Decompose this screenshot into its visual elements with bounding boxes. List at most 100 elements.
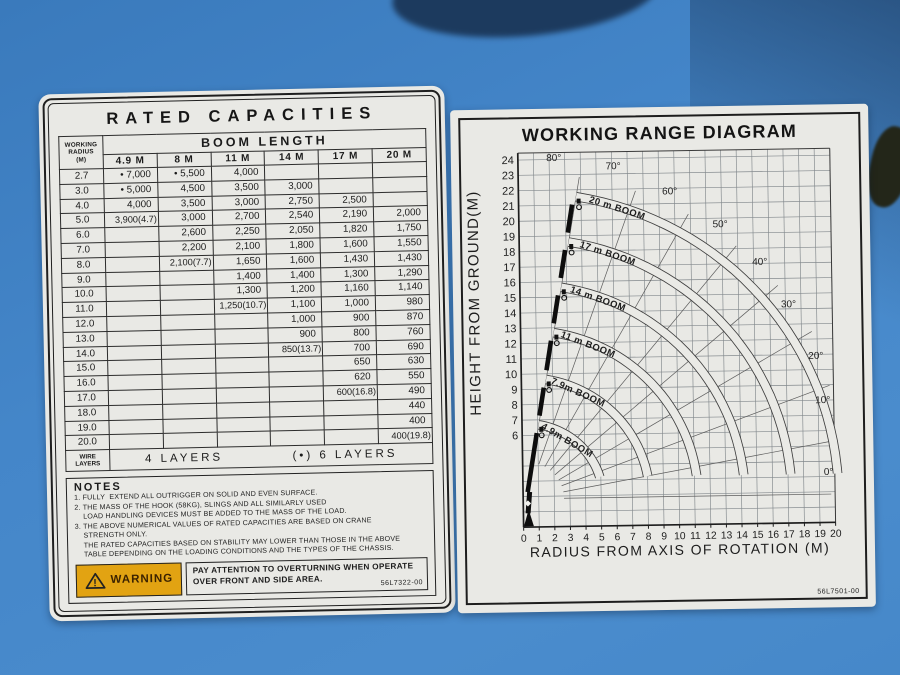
capacity-cell: 4,000: [211, 165, 266, 182]
capacity-cell: 650: [322, 355, 378, 371]
y-tick-label: 23: [502, 170, 514, 182]
y-tick-label: 17: [503, 262, 515, 274]
hook-block: [554, 334, 559, 340]
y-tick-label: 21: [502, 201, 514, 213]
capacity-cell: 4,000: [104, 197, 159, 213]
capacity-cell: [214, 312, 269, 329]
grid-line-h: [519, 246, 832, 253]
capacity-cell: 690: [376, 339, 431, 356]
svg-text:!: !: [93, 578, 98, 589]
radius-cell: 11.0: [62, 301, 107, 318]
angle-label: 50°: [712, 219, 727, 230]
radius-cell: 2.7: [59, 168, 104, 185]
hook-ring: [568, 249, 575, 256]
capacity-cell: [105, 256, 160, 273]
placard-inner-border: RATED CAPACITIES WORKING RADIUS (M) BOOM…: [47, 94, 447, 613]
notes-box: NOTES 1. FULLY EXTEND ALL OUTRIGGER ON S…: [65, 470, 437, 604]
y-tick-label: 12: [504, 338, 516, 350]
capacity-cell: [270, 400, 325, 417]
capacity-cell: [216, 401, 271, 418]
wire-layers-four: 4 LAYERS: [144, 451, 224, 466]
capacity-cell: 400: [377, 413, 433, 429]
notes-lines: 1. FULLY EXTEND ALL OUTRIGGER ON SOLID A…: [74, 486, 427, 560]
boom-arc-inner-edge: [575, 200, 834, 474]
capacity-cell: • 5,500: [157, 166, 212, 183]
radius-cell: 8.0: [61, 257, 106, 274]
wire-layers-six: (•) 6 LAYERS: [292, 447, 398, 463]
angle-label: 60°: [662, 186, 677, 197]
x-tick-label: 5: [599, 532, 605, 543]
capacity-cell: [160, 299, 215, 316]
capacity-cell: 1,400: [267, 267, 322, 284]
warning-text-box: PAY ATTENTION TO OVERTURNING WHEN OPERAT…: [185, 556, 429, 596]
capacity-cell: 2,540: [265, 208, 320, 225]
capacity-cell: [109, 433, 164, 450]
capacity-cell: 1,140: [375, 279, 430, 296]
x-tick-label: 0: [521, 534, 527, 545]
grid-line-h: [523, 491, 836, 497]
radius-cell: 16.0: [63, 375, 109, 392]
x-tick-label: 19: [814, 529, 826, 540]
boom-arc-band: [553, 328, 701, 476]
capacity-cell: 2,750: [265, 193, 320, 210]
y-tick-label: 11: [505, 354, 517, 366]
capacity-cell: [269, 356, 324, 373]
angle-ray: [549, 245, 737, 471]
x-tick-label: 9: [661, 531, 667, 542]
angle-label: 40°: [752, 257, 767, 268]
capacity-cell: [215, 372, 270, 389]
capacity-cell: 4,500: [157, 181, 212, 198]
boom-arc-band: [538, 420, 604, 479]
capacity-cell: 1,800: [266, 237, 321, 254]
hook-ring: [576, 204, 582, 211]
capacity-cell: 3,000: [265, 178, 320, 195]
x-tick-label: 10: [674, 531, 686, 542]
placard-border: WORKING RANGE DIAGRAM 4.9m BOOM 7.9m BOOM…: [458, 111, 868, 606]
angle-label: 30°: [781, 299, 796, 310]
grid-line-v: [767, 149, 774, 524]
capacity-cell: [160, 328, 215, 345]
grid-line-h: [517, 154, 830, 161]
y-tick-label: 18: [503, 247, 515, 259]
capacity-cell: [161, 358, 216, 375]
capacity-cell: [159, 284, 214, 301]
capacity-cell: 760: [376, 324, 431, 341]
hook-block: [576, 198, 581, 204]
capacity-cell: 870: [375, 309, 430, 326]
boom-arc-outer-edge: [561, 282, 749, 475]
boom-arc-outer-edge: [554, 327, 702, 475]
radius-cell: 12.0: [62, 316, 107, 333]
capacity-cell: [108, 389, 163, 406]
radius-cell: 10.0: [62, 286, 107, 303]
grid-line-v: [611, 151, 618, 526]
part-number-left: 56L7322-00: [380, 579, 424, 588]
hook-block: [561, 289, 566, 295]
capacity-cell: 980: [375, 294, 430, 311]
capacity-cell: [372, 176, 428, 193]
capacity-cell: 440: [377, 398, 432, 415]
boom-column-header: 17 M: [318, 148, 373, 164]
capacity-cell: [270, 430, 325, 447]
x-tick-label: 6: [614, 532, 620, 543]
boom-silhouette-segment: [537, 387, 547, 416]
warning-strip: ! WARNING PAY ATTENTION TO OVERTURNING W…: [75, 556, 429, 598]
boom-label: 7.9m BOOM: [549, 376, 607, 410]
y-tick-label: 6: [512, 430, 518, 442]
capacity-cell: 1,820: [319, 221, 375, 238]
grid-line-v: [533, 152, 540, 527]
warning-label: WARNING: [110, 572, 174, 587]
capacity-cell: 2,100: [212, 239, 267, 255]
radius-cell: 7.0: [61, 242, 106, 259]
capacity-cell: [318, 162, 373, 179]
y-tick-label: 15: [504, 293, 516, 305]
grid-line-h: [521, 399, 834, 406]
angle-ray: [561, 384, 830, 487]
angle-ray: [554, 285, 779, 476]
capacity-cell: [162, 388, 217, 405]
boom-arc-band: [545, 375, 652, 478]
y-tick-label: 10: [505, 369, 517, 381]
boom-arc-band: [560, 283, 748, 476]
y-axis: [516, 153, 525, 528]
y-tick-label: 22: [502, 186, 514, 198]
boom-column-header: 8 M: [156, 152, 212, 168]
